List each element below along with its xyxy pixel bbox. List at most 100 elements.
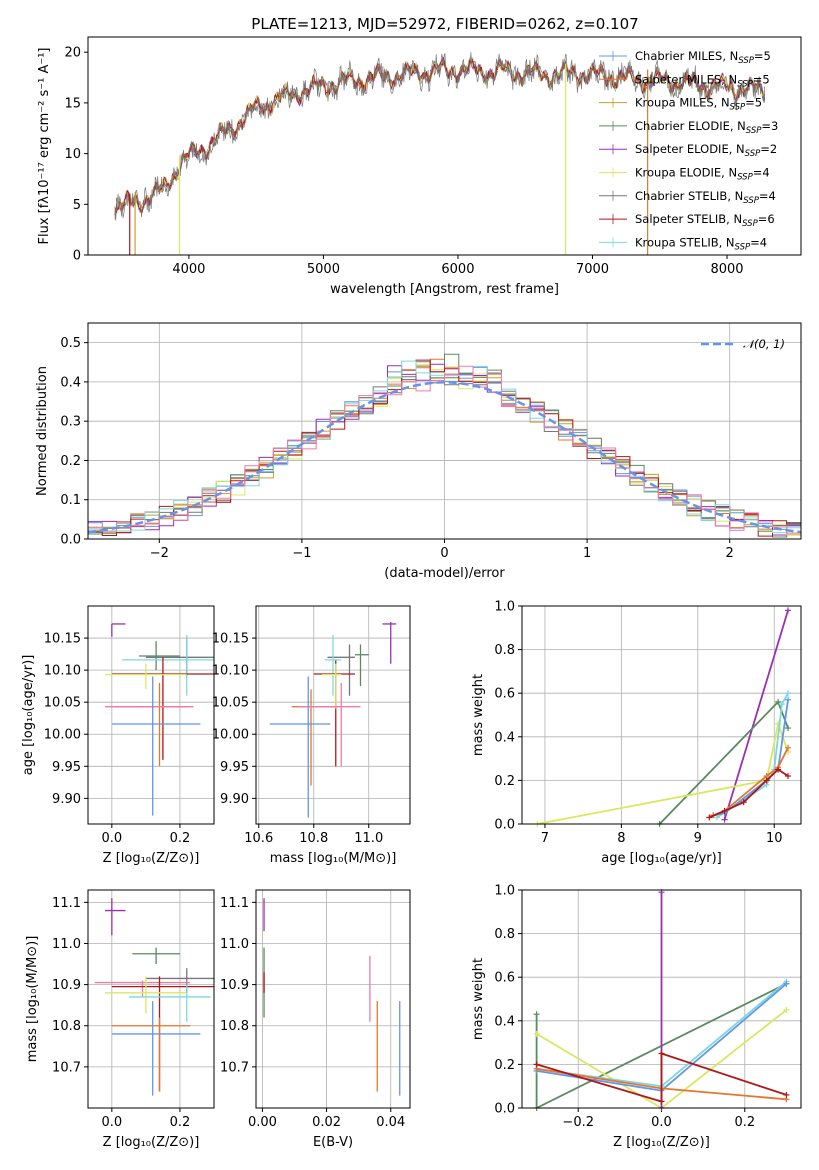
y-tick-label: 0.5 <box>60 336 81 351</box>
legend-label: Kroupa STELIB, NSSP=4 <box>635 235 767 252</box>
y-tick-label: 0.2 <box>494 774 515 789</box>
errorbar-point <box>122 634 214 696</box>
age_vs_Z-grid <box>88 606 214 824</box>
x-tick-label: 8000 <box>710 262 743 277</box>
y-axis-label: mass weight <box>471 674 486 756</box>
y-tick-label: 10.05 <box>44 696 81 711</box>
y-axis-label: Normed distribution <box>35 366 50 496</box>
x-tick-label: 11.0 <box>354 831 383 846</box>
x-tick-label: 0.2 <box>170 831 191 846</box>
x-axis-label: (data-model)/error <box>384 566 505 581</box>
y-tick-label: 11.1 <box>220 896 249 911</box>
x-axis-label: Z [log₁₀(Z/Z⊙)] <box>613 1135 710 1150</box>
x-tick-label: 7 <box>541 831 549 846</box>
normal-curve <box>88 381 801 534</box>
age_vs_Z-axes: 0.0 0.2 9.90 9.95 10.00 10.05 10.10 10.15 Z [log… <box>21 606 214 866</box>
x-tick-label: 0.04 <box>376 1115 405 1130</box>
y-axis-label: mass [log₁₀(M/M⊙)] <box>25 936 40 1063</box>
x-axis-label: age [log₁₀(age/yr)] <box>601 851 722 866</box>
errorbar-point <box>132 947 180 965</box>
y-tick-label: 0.2 <box>494 1058 515 1073</box>
mass_vs_ebv-axes: 0.00 0.02 0.04 10.7 10.8 10.9 11.0 11.1 E(B-V) <box>220 890 410 1150</box>
y-tick-label: 5 <box>73 198 81 213</box>
y-tick-label: 0.8 <box>494 927 515 942</box>
y-tick-label: 0.4 <box>494 1014 515 1029</box>
y-tick-label: 10.7 <box>220 1060 249 1075</box>
x-tick-label: 0.0 <box>651 1115 672 1130</box>
y-tick-label: 9.90 <box>52 792 81 807</box>
y-axis-label: age [log₁₀(age/yr)] <box>21 655 36 776</box>
x-tick-label: 0 <box>440 546 448 561</box>
residual-hist-salpeter_stelib <box>88 359 801 537</box>
axes-frame <box>87 889 215 1109</box>
errorbar-point <box>105 976 187 1014</box>
errorbar-point <box>382 622 397 664</box>
y-tick-label: 0.4 <box>60 375 81 390</box>
weight_vs_Z-axes: −0.2 0.0 0.2 0.0 0.2 0.4 0.6 0.8 1.0 Z [log₁₀(Z/Z… <box>471 884 801 1150</box>
x-tick-label: 0.2 <box>170 1115 191 1130</box>
age_vs_mass-axes: 10.6 10.8 11.0 9.90 9.95 10.00 10.05 10.10 10.15… <box>212 606 410 866</box>
weight_vs_age-grid <box>522 605 801 825</box>
errorbar-point <box>105 898 126 936</box>
errorbar-point <box>111 623 126 637</box>
x-tick-label: 4000 <box>172 262 205 277</box>
legend-label: Chabrier MILES, NSSP=5 <box>635 49 771 66</box>
residual-legend: 𝒩(0, 1) <box>701 337 785 351</box>
y-tick-label: 10 <box>64 147 81 162</box>
y-tick-label: 20 <box>64 46 81 61</box>
x-tick-label: 1 <box>583 546 591 561</box>
x-axis-label: Z [log₁₀(Z/Z⊙)] <box>103 851 200 866</box>
y-tick-label: 0.6 <box>494 971 515 986</box>
y-tick-label: 9.95 <box>220 760 249 775</box>
y-tick-label: 9.95 <box>52 760 81 775</box>
spectrum-legend: Chabrier MILES, NSSP=5 Salpeter MILES, NS… <box>599 49 778 252</box>
errorbar-point <box>313 660 355 767</box>
y-tick-label: 10.10 <box>44 664 81 679</box>
x-tick-label: 5000 <box>307 262 340 277</box>
y-tick-label: 0.0 <box>60 533 81 548</box>
legend-label: 𝒩(0, 1) <box>743 337 785 351</box>
y-tick-label: 0.3 <box>60 415 81 430</box>
figure-title: PLATE=1213, MJD=52972, FIBERID=0262, z=0… <box>251 15 638 33</box>
mass_vs_Z-axes: 0.0 0.2 10.7 10.8 10.9 11.0 11.1 Z [log₁₀(Z/Z⊙)… <box>25 890 214 1150</box>
y-tick-label: 15 <box>64 96 81 111</box>
axes-frame <box>87 605 215 825</box>
y-axis-label: mass weight <box>471 958 486 1040</box>
weight-series-chabrier_elodie <box>535 982 787 1108</box>
y-tick-label: 11.1 <box>52 896 81 911</box>
errorbar-point <box>322 663 342 709</box>
axes-frame <box>521 889 802 1109</box>
y-tick-label: 10.15 <box>212 632 249 647</box>
y-tick-label: 10.9 <box>52 978 81 993</box>
legend-label: Chabrier STELIB, NSSP=4 <box>635 189 776 206</box>
y-tick-label: 10.05 <box>212 696 249 711</box>
mass_vs_Z-grid <box>88 890 214 1108</box>
x-tick-label: 2 <box>726 546 734 561</box>
y-tick-label: 11.0 <box>52 937 81 952</box>
y-tick-label: 10.00 <box>212 728 249 743</box>
axes-frame <box>87 36 802 256</box>
axes-frame <box>255 889 411 1109</box>
x-axis-label: Z [log₁₀(Z/Z⊙)] <box>103 1135 200 1150</box>
x-tick-label: 0.02 <box>312 1115 341 1130</box>
y-tick-label: 0.4 <box>494 730 515 745</box>
axes-frame <box>521 605 802 825</box>
spectrum-model-chabrier_stelib <box>114 52 766 221</box>
legend-label: Kroupa ELODIE, NSSP=4 <box>635 166 770 183</box>
y-tick-label: 0.2 <box>60 454 81 469</box>
x-tick-label: 7000 <box>576 262 609 277</box>
legend-label: Salpeter ELODIE, NSSP=2 <box>635 142 777 159</box>
axes-frame <box>87 322 802 540</box>
y-tick-label: 10.00 <box>44 728 81 743</box>
x-tick-label: 0.2 <box>734 1115 755 1130</box>
y-tick-label: 0 <box>73 249 81 264</box>
x-tick-label: 6000 <box>441 262 474 277</box>
residual-hist-chabrier_stelib <box>88 361 801 534</box>
errorbar-point <box>269 676 331 818</box>
y-tick-label: 1.0 <box>494 600 515 615</box>
y-tick-label: 0.0 <box>494 1102 515 1117</box>
errorbar-point <box>139 641 180 671</box>
errorbar-point <box>105 663 187 690</box>
y-tick-label: 10.15 <box>44 632 81 647</box>
